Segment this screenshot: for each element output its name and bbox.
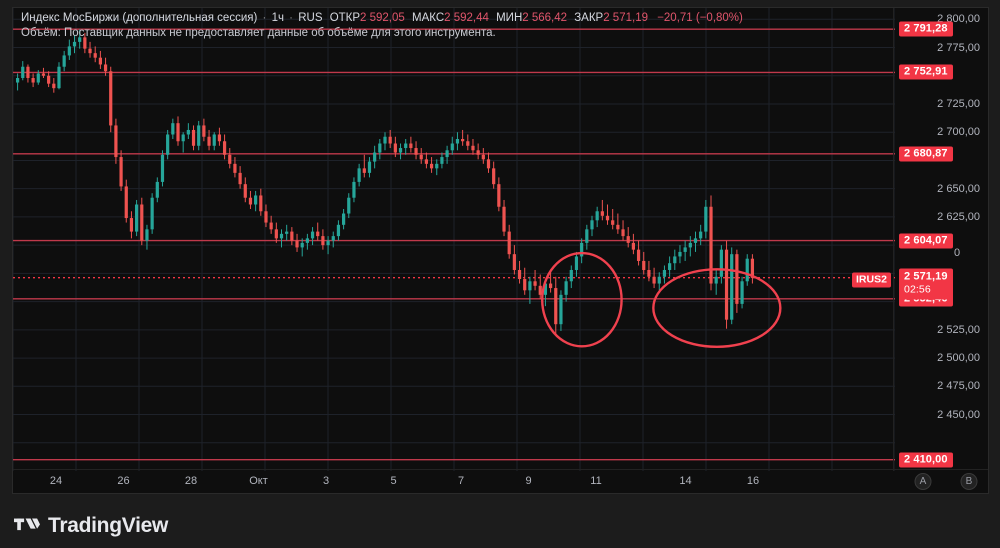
price-tick: 2 725,00 [937,97,980,110]
last-price-value: 2 571,19 [904,270,948,283]
time-tick: 14 [679,475,692,487]
price-level-badge[interactable]: 2 410,00 [899,452,953,468]
time-tick: 7 [457,475,465,487]
candlestick-series [15,29,755,336]
time-tick: 16 [746,475,760,487]
last-price-badge[interactable]: 2 571,19 02:56 [899,268,953,300]
time-tick: 3 [322,475,330,487]
price-tick: 2 650,00 [937,182,980,195]
chart-plot-area[interactable] [13,8,895,471]
price-tick: 2 525,00 [937,323,980,336]
time-tick: 9 [525,475,532,487]
timescale-button-в[interactable]: В [960,473,978,490]
time-tick: 26 [117,475,130,487]
price-tick: 2 500,00 [937,352,980,365]
price-level-badge[interactable]: 2 791,28 [899,21,953,37]
tradingview-footer: TradingView [14,514,168,538]
time-tick: 28 [184,475,198,487]
zero-marker: 0 [954,246,961,259]
price-tick: 2 775,00 [937,41,980,54]
time-tick: 11 [590,475,602,487]
tradingview-logo-icon [14,518,40,530]
price-level-badge[interactable]: 2 752,91 [899,64,953,80]
series-tag-irus2[interactable]: IRUS2 [852,272,891,288]
drawing-annotations-layer[interactable] [13,8,895,471]
price-tick: 2 450,00 [937,408,980,421]
time-tick: 24 [49,475,63,487]
grid-layer [13,8,895,471]
price-level-badge[interactable]: 2 680,87 [899,146,953,162]
price-tick: 2 700,00 [937,126,980,139]
price-scale[interactable]: 2 800,00 2 775,00 2 725,00 2 700,00 2 650,00… [852,8,988,471]
timescale-button-а[interactable]: А [914,473,932,490]
time-scale[interactable]: 24 26 28 Окт 3 5 7 9 11 14 16 А В [13,469,988,493]
chart-panel: Индекс МосБиржи (дополнительная сессия) … [12,7,989,494]
price-level-badge[interactable]: 2 604,07 [899,233,953,249]
time-tick: Окт [249,475,268,487]
time-tick: 5 [390,475,397,487]
price-tick: 2 625,00 [937,210,980,223]
bar-countdown: 02:56 [904,283,931,296]
price-tick: 2 475,00 [937,380,980,393]
tradingview-wordmark: TradingView [48,514,169,537]
